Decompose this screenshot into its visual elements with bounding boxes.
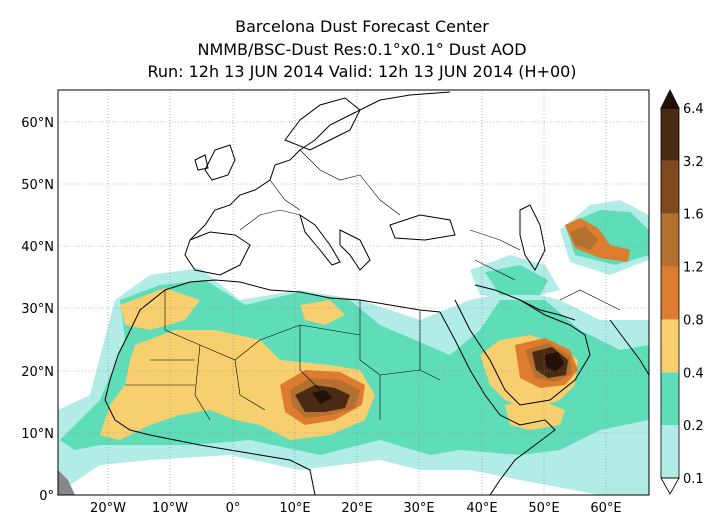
colorbar-extend-min [660,477,680,495]
colorbar-band [661,108,679,161]
colorbar-label: 1.6 [683,208,704,223]
lat-label: 20°N [21,365,54,380]
lon-label: 30°E [403,501,434,516]
map-area [58,90,649,495]
colorbar-band [661,319,679,373]
colorbar-band [661,160,679,214]
lat-label: 60°N [21,116,54,131]
colorbar-label: 0.1 [683,472,704,487]
map-subtitle: NMMB/BSC-Dust Res:0.1°x0.1° Dust AOD [197,40,527,59]
colorbar-band [661,425,679,478]
colorbar-label: 6.4 [683,102,704,117]
colorbar-label: 0.2 [683,419,704,434]
lon-label: 60°E [590,501,621,516]
map-frame [57,89,650,496]
colorbar-label: 1.2 [683,261,704,276]
lon-label: 0° [226,501,241,516]
lon-label: 50°E [528,501,559,516]
lat-label: 30°N [21,302,54,317]
lon-label: 10°E [279,501,310,516]
colorbar-extend-max [660,89,680,109]
country-borders [125,149,621,421]
colorbar-label: 3.2 [683,155,704,170]
lat-label: 10°N [21,427,54,442]
colorbar-band [661,266,679,320]
lon-label: 20°W [90,501,126,516]
lat-label: 40°N [21,240,54,255]
lon-label: 20°E [341,501,372,516]
lon-label: 40°E [466,501,497,516]
colorbar: 0.1 0.2 0.4 0.8 1.2 1.6 3.2 6.4 [660,89,704,495]
map-title: Barcelona Dust Forecast Center [235,17,489,36]
longitude-labels: 20°W 10°W 0° 10°E 20°E 30°E 40°E 50°E 60… [90,501,622,516]
colorbar-band [661,213,679,267]
gridlines [58,90,649,495]
lat-label: 50°N [21,178,54,193]
lon-label: 10°W [152,501,188,516]
run-valid-info: Run: 12h 13 JUN 2014 Valid: 12h 13 JUN 2… [147,62,577,81]
dust-layer-6.4 [312,352,564,404]
colorbar-label: 0.8 [683,313,704,328]
latitude-labels: 60°N 50°N 40°N 30°N 20°N 10°N 0° [21,116,54,504]
colorbar-band [661,372,679,426]
colorbar-outline [660,107,680,479]
colorbar-label: 0.4 [683,366,704,381]
lat-label: 0° [39,489,54,504]
